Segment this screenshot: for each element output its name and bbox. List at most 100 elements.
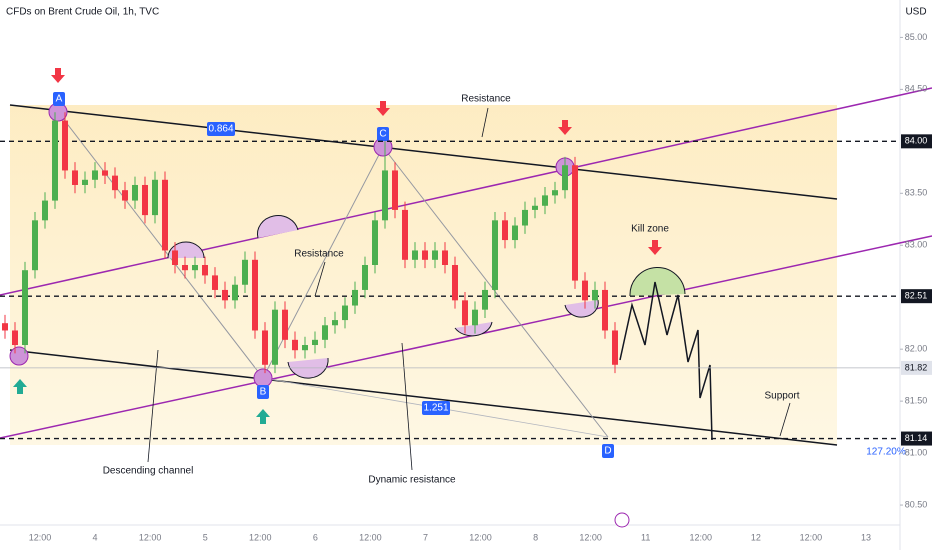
x-tick-label: 13 (861, 532, 871, 542)
candle-body (502, 220, 508, 241)
candle-body (122, 190, 128, 201)
pivot-circle (253, 368, 273, 388)
candle-body (612, 330, 618, 365)
annotation: Dynamic resistance (368, 475, 456, 486)
candle-body (402, 209, 408, 260)
candle-body (532, 205, 538, 210)
fib-extension: 127.20% (866, 447, 906, 458)
label-box (377, 127, 389, 141)
candle-body (512, 225, 518, 241)
candle-body (192, 265, 198, 271)
candle-body (322, 325, 328, 340)
x-tick-label: 12:00 (249, 532, 272, 542)
candle-body (112, 175, 118, 191)
y-tick-label: 83.00 (905, 240, 928, 250)
candle-body (172, 250, 178, 265)
candle-body (292, 339, 298, 351)
x-tick-label: 4 (93, 532, 98, 542)
candle-body (352, 289, 358, 306)
candle-body (12, 330, 18, 346)
y-tick-label: 85.00 (905, 32, 928, 42)
y-tick-label: 83.50 (905, 188, 928, 198)
candle-body (92, 170, 98, 180)
candle-body (252, 259, 258, 331)
candle-body (182, 265, 188, 271)
candle-body (242, 259, 248, 285)
x-tick-label: 11 (641, 532, 650, 542)
arc (564, 299, 599, 318)
label-box (53, 92, 65, 106)
last-price-label: 81.82 (905, 362, 928, 372)
annotation: Resistance (294, 249, 344, 260)
projection-path (619, 281, 713, 441)
annotation: Kill zone (631, 224, 669, 235)
up-arrows (13, 379, 270, 424)
channel-lower (9, 349, 838, 446)
currency: USD (905, 7, 926, 18)
x-tick-label: 7 (423, 532, 428, 542)
candle-body (432, 250, 438, 260)
channel-upper (9, 104, 838, 200)
x-tick-label: 12 (751, 532, 761, 542)
x-tick-label: 12:00 (359, 532, 382, 542)
y-tick-label: 82.00 (905, 344, 928, 354)
level-tag (901, 134, 932, 149)
level-label: 81.14 (905, 433, 928, 443)
chart-title: CFDs on Brent Crude Oil, 1h, TVC (6, 7, 159, 18)
candle-body (152, 179, 158, 216)
x-tick-label: 12:00 (579, 532, 602, 542)
candle-body (522, 209, 528, 226)
callout-lines (147, 107, 791, 471)
candle-body (452, 265, 458, 301)
candle-body (42, 200, 48, 221)
candle-body (302, 345, 308, 351)
annotation: Descending channel (103, 466, 194, 477)
ratio-label: 0.864 (208, 124, 233, 135)
x-tick-label: 12:00 (29, 532, 52, 542)
candle-body (22, 270, 28, 346)
event-icon (614, 512, 630, 528)
label-box (602, 444, 614, 458)
last-price-tag (901, 360, 932, 375)
candle-body (232, 284, 238, 301)
level-label: 84.00 (905, 136, 928, 146)
arc (454, 321, 493, 337)
candle-body (582, 280, 588, 301)
candle-body (482, 289, 488, 310)
candle-body (272, 309, 278, 365)
x-tick-label: 8 (533, 532, 538, 542)
candle-body (222, 289, 228, 301)
candle-body (422, 250, 428, 260)
candle-body (202, 265, 208, 276)
purple-channel-lower (0, 235, 932, 439)
candle-body (132, 184, 138, 201)
annotations: A C B D 0.864 1.251 Resistance Resistanc… (56, 94, 906, 486)
y-tick-label: 81.50 (905, 396, 928, 406)
candle-body (282, 309, 288, 340)
candle-body (72, 170, 78, 185)
candle-body (332, 320, 338, 326)
x-tick-label: 5 (203, 532, 208, 542)
level-tag (901, 289, 932, 304)
candle-body (342, 305, 348, 321)
candle-body (412, 250, 418, 260)
x-tick-label: 6 (313, 532, 318, 542)
candle-body (462, 300, 468, 326)
candle-body (362, 265, 368, 290)
candle-body (562, 165, 568, 191)
kill-zone-arc (629, 267, 686, 297)
annotation: Support (764, 391, 799, 402)
candle-body (572, 165, 578, 281)
candle-body (32, 220, 38, 271)
point-label: B (260, 387, 267, 398)
arc (257, 215, 299, 239)
candle-body (602, 289, 608, 331)
candle-body (372, 220, 378, 265)
candle-body (262, 330, 268, 365)
candle-body (472, 309, 478, 326)
point-label: A (56, 94, 63, 105)
candle-body (62, 120, 68, 171)
level-label: 82.51 (905, 291, 928, 301)
candle-body (552, 190, 558, 196)
